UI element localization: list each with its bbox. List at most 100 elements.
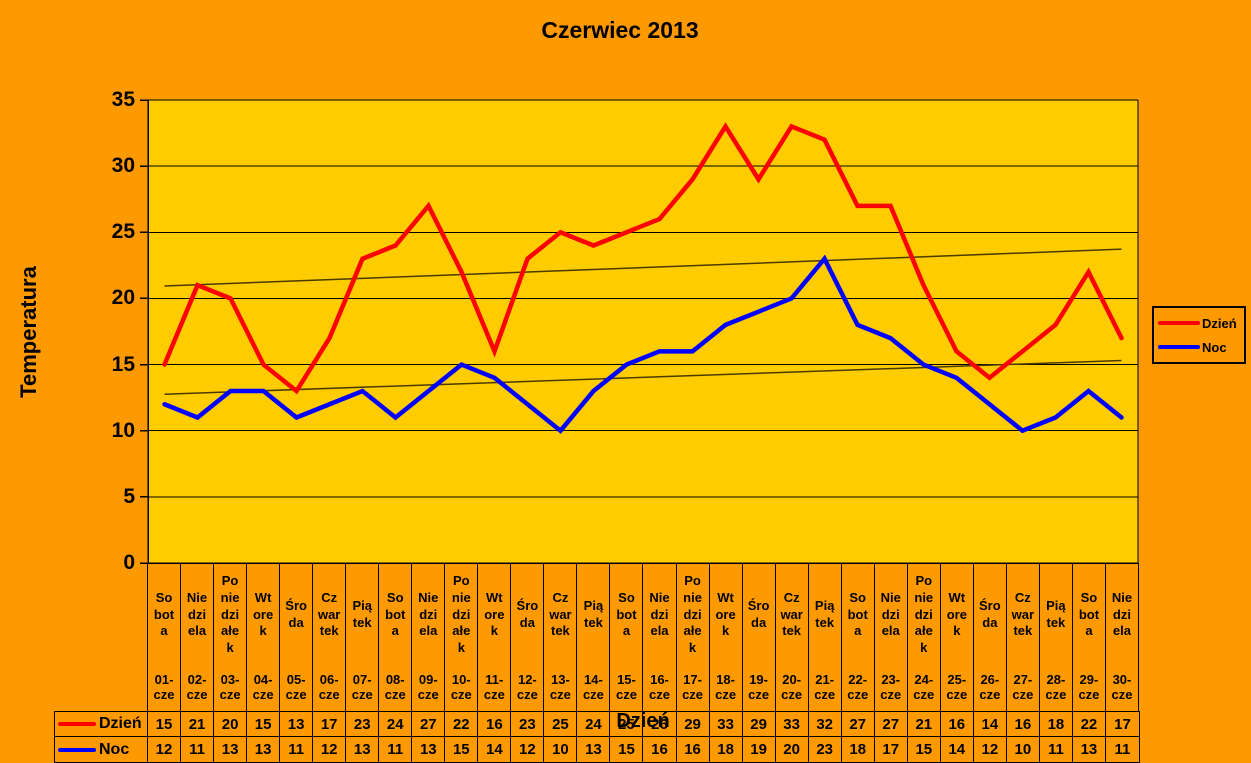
x-axis-category: Śro da 19- cze: [743, 563, 776, 711]
table-value-cell: 11: [280, 737, 314, 762]
category-day-name: So bot a: [385, 589, 406, 639]
legend: Dzień Noc: [1152, 306, 1246, 364]
category-day-name: So bot a: [847, 589, 868, 639]
table-value-cell: 15: [610, 737, 644, 762]
category-date: 07- cze: [351, 672, 373, 702]
x-axis-category: Pią tek 14- cze: [577, 563, 611, 711]
x-axis-category: So bot a 22- cze: [842, 563, 875, 711]
category-date: 01- cze: [153, 672, 175, 702]
table-value-cell: 13: [214, 737, 248, 762]
category-day-name: So bot a: [153, 589, 175, 639]
x-axis-category: Wt ore k 25- cze: [941, 563, 974, 711]
plot-background: [148, 100, 1138, 563]
x-axis-category: Wt ore k 04- cze: [247, 563, 281, 711]
category-day-name: Po nie dzi ałe k: [451, 572, 471, 656]
table-value-cell: 12: [148, 737, 182, 762]
x-axis-category: Nie dzi ela 09- cze: [412, 563, 446, 711]
category-day-name: Wt ore k: [484, 589, 505, 639]
x-axis-category: Nie dzi ela 30- cze: [1106, 563, 1139, 711]
category-date: 22- cze: [847, 672, 869, 702]
x-axis-category: Pią tek 07- cze: [346, 563, 380, 711]
category-day-name: Śro da: [747, 598, 770, 630]
x-axis-category: So bot a 01- cze: [148, 563, 182, 711]
data-table: Dzień 15 21 20 15 13 17 23 24 27 22 16 23 25 24 25 26 29 3…: [54, 711, 1140, 763]
category-day-name: Nie dzi ela: [418, 589, 439, 639]
x-axis-category: Po nie dzi ałe k 03- cze: [214, 563, 248, 711]
table-value-cell: 11: [181, 737, 215, 762]
x-axis-category: Cz war tek 27- cze: [1007, 563, 1040, 711]
category-day-name: Pią tek: [1046, 598, 1066, 630]
table-value-cell: 13: [346, 737, 380, 762]
category-date: 02- cze: [186, 672, 208, 702]
y-axis-title: Temperatura: [0, 100, 58, 563]
table-value-cell: 12: [313, 737, 347, 762]
table-value-cell: 16: [677, 737, 710, 762]
table-row-label: Noc: [99, 740, 130, 758]
category-day-name: So bot a: [1078, 589, 1100, 639]
x-axis-category: Cz war tek 20- cze: [776, 563, 809, 711]
legend-item-label: Dzień: [1202, 315, 1237, 331]
table-value-cell: 29: [742, 712, 776, 737]
x-axis-category: Pią tek 28- cze: [1040, 563, 1073, 711]
x-axis-category: Wt ore k 11- cze: [478, 563, 512, 711]
category-date: 14- cze: [582, 672, 604, 702]
legend-item-dzien: Dzień: [1158, 316, 1240, 331]
category-day-name: Cz war tek: [780, 589, 803, 639]
category-date: 21- cze: [814, 672, 836, 702]
category-day-name: Wt ore k: [946, 589, 967, 639]
table-value-cell: 33: [709, 712, 743, 737]
night-series-line-swatch: [1158, 345, 1200, 349]
day-series-line-swatch: [1158, 321, 1200, 325]
category-date: 26- cze: [979, 672, 1001, 702]
table-value-cell: 15: [247, 712, 281, 737]
category-date: 15- cze: [615, 672, 637, 702]
category-date: 10- cze: [450, 672, 472, 702]
category-day-name: Pią tek: [352, 598, 372, 630]
table-value-cell: 12: [511, 737, 545, 762]
table-value-cell: 23: [511, 712, 545, 737]
x-axis-category: Po nie dzi ałe k 10- cze: [445, 563, 479, 711]
trendline-dzien: [164, 248, 1122, 287]
x-axis-category: Pią tek 21- cze: [809, 563, 842, 711]
y-axis-title-text: Temperatura: [16, 265, 42, 398]
category-day-name: Cz war tek: [317, 589, 341, 639]
x-axis-category: Po nie dzi ałe k 24- cze: [908, 563, 941, 711]
category-date: 19- cze: [748, 672, 770, 702]
category-date: 29- cze: [1078, 672, 1100, 702]
x-axis-category: So bot a 15- cze: [610, 563, 644, 711]
table-row-label: Dzień: [99, 715, 142, 732]
category-date: 03- cze: [219, 672, 241, 702]
category-date: 16- cze: [649, 672, 670, 702]
category-day-name: Pią tek: [583, 598, 604, 630]
category-day-name: Wt ore k: [252, 589, 274, 639]
table-value-cell: 22: [445, 712, 479, 737]
table-value-cell: 19: [743, 737, 776, 762]
table-value-cell: 27: [841, 712, 875, 737]
category-day-name: Śro da: [979, 598, 1001, 630]
x-axis-category: Wt ore k 18- cze: [710, 563, 743, 711]
table-value-cell: 14: [973, 712, 1007, 737]
category-date: 09- cze: [417, 672, 439, 702]
category-day-name: Śro da: [285, 598, 307, 630]
table-value-cell: 17: [1105, 712, 1139, 737]
category-day-name: Po nie dzi ałe k: [683, 572, 702, 656]
table-value-cell: 15: [148, 712, 182, 737]
table-value-cell: 21: [181, 712, 215, 737]
category-date: 24- cze: [913, 672, 935, 702]
day-series-line: [162, 122, 1124, 395]
table-value-cell: 16: [940, 712, 974, 737]
table-value-cell: 29: [676, 712, 710, 737]
table-value-cell: 25: [544, 712, 578, 737]
table-value-cell: 22: [1072, 712, 1106, 737]
table-value-cell: 13: [1073, 737, 1106, 762]
category-date: 12- cze: [516, 672, 538, 702]
night-series-line: [162, 254, 1124, 434]
plot-area: [140, 99, 1139, 564]
table-value-cell: 23: [346, 712, 380, 737]
legend-item-noc: Noc: [1158, 340, 1240, 355]
table-value-cell: 18: [710, 737, 743, 762]
table-value-cell: 14: [941, 737, 974, 762]
table-value-cell: 24: [577, 712, 611, 737]
table-value-cell: 24: [379, 712, 413, 737]
category-date: 25- cze: [946, 672, 968, 702]
